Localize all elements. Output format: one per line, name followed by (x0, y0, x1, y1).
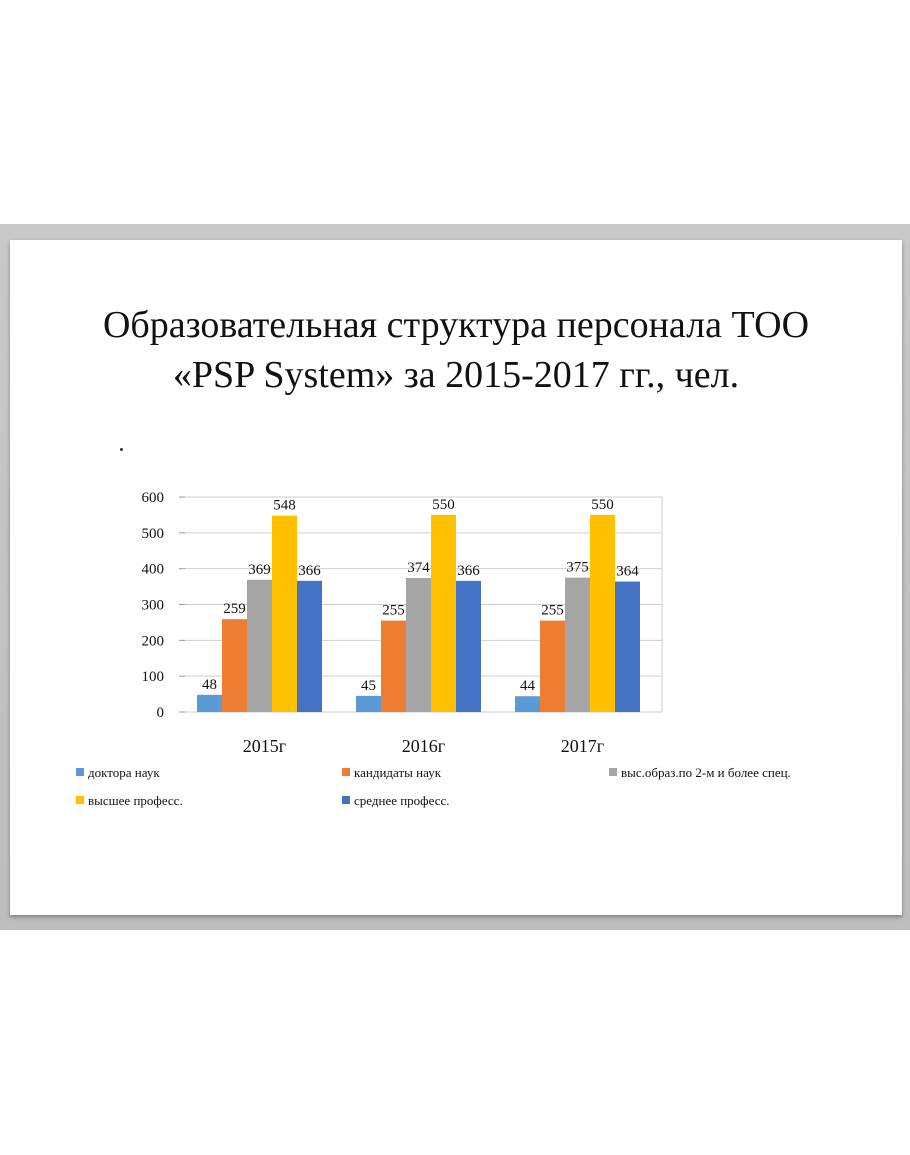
bar (247, 579, 272, 712)
bar (297, 580, 322, 712)
bar (456, 580, 481, 712)
data-label: 366 (457, 563, 480, 579)
legend-label: кандидаты наук (354, 765, 442, 781)
legend-swatch (76, 768, 84, 777)
data-label: 364 (616, 564, 639, 580)
data-label: 375 (566, 560, 589, 576)
data-label: 374 (407, 560, 430, 576)
data-label: 548 (273, 498, 296, 514)
data-label: 255 (382, 603, 405, 619)
legend-item: среднее професс. (342, 792, 450, 809)
legend-item: доктора наук (76, 764, 160, 781)
x-tick-label: 2017г (561, 736, 604, 756)
bar (565, 577, 590, 712)
bar (540, 620, 565, 712)
legend-swatch (76, 796, 84, 805)
legend-swatch (342, 768, 350, 777)
legend-label: выс.образ.по 2-м и более спец. (621, 765, 791, 781)
data-label: 369 (248, 562, 271, 578)
legend-item: высшее професс. (76, 792, 183, 809)
y-tick-label: 200 (142, 633, 165, 649)
data-label: 550 (591, 497, 614, 513)
bar (406, 577, 431, 712)
legend-item: выс.образ.по 2-м и более спец. (609, 764, 791, 781)
stray-dot (120, 448, 123, 451)
data-label: 255 (541, 603, 564, 619)
y-tick-label: 300 (142, 598, 165, 614)
x-tick-label: 2015г (243, 736, 286, 756)
y-tick-label: 500 (142, 526, 165, 542)
data-label: 259 (223, 601, 246, 617)
legend-label: среднее професс. (354, 793, 450, 809)
chart-title: Образовательная структура персонала ТОО … (10, 300, 902, 400)
bar (615, 581, 640, 712)
legend-swatch (342, 796, 350, 805)
x-tick-label: 2016г (402, 736, 445, 756)
y-tick-label: 100 (142, 669, 165, 685)
bar (381, 620, 406, 712)
legend-label: доктора наук (88, 765, 160, 781)
bar (515, 696, 540, 712)
y-tick-label: 400 (142, 562, 165, 578)
bar (197, 694, 222, 712)
title-line-1: Образовательная структура персонала ТОО (102, 304, 810, 346)
bar (356, 695, 381, 712)
bar (222, 619, 247, 712)
bar (431, 514, 456, 712)
data-label: 45 (361, 678, 376, 694)
legend-swatch (609, 768, 617, 777)
bar (272, 515, 297, 712)
title-line-2: «PSP System» за 2015-2017 гг., чел. (172, 354, 740, 396)
legend-item: кандидаты наук (342, 764, 441, 781)
data-label: 550 (432, 497, 455, 513)
y-tick-label: 600 (142, 490, 165, 506)
data-label: 44 (520, 678, 536, 694)
y-tick-label: 0 (157, 705, 165, 721)
bar (590, 514, 615, 712)
legend-label: высшее професс. (88, 793, 183, 809)
data-label: 366 (298, 563, 321, 579)
data-label: 48 (202, 677, 217, 693)
